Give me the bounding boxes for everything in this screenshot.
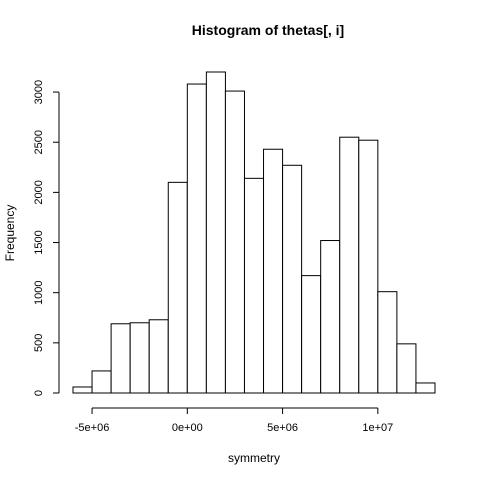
histogram-bar bbox=[91, 370, 112, 394]
histogram-bar bbox=[301, 275, 322, 394]
histogram-bar bbox=[72, 386, 93, 394]
x-tick-label: 5e+06 bbox=[267, 422, 298, 434]
histogram-bar bbox=[415, 382, 436, 394]
x-tick-label: 0e+00 bbox=[172, 422, 203, 434]
histogram-bar bbox=[205, 71, 226, 394]
x-tick-label: -5e+06 bbox=[75, 422, 110, 434]
histogram-bar bbox=[339, 136, 360, 394]
histogram-bar bbox=[186, 83, 207, 394]
chart-title: Histogram of thetas[, i] bbox=[192, 22, 344, 38]
histogram-bar bbox=[110, 323, 131, 394]
histogram-bar bbox=[243, 177, 265, 394]
histogram-bar bbox=[148, 319, 169, 394]
y-tick-label: 500 bbox=[33, 334, 45, 352]
y-tick-label: 0 bbox=[33, 390, 45, 396]
histogram-bar bbox=[377, 291, 398, 394]
y-axis-label: Frequency bbox=[3, 205, 17, 262]
histogram-bars bbox=[72, 71, 436, 394]
histogram-bar bbox=[282, 164, 303, 394]
histogram-bar bbox=[263, 148, 284, 394]
histogram-bar bbox=[129, 322, 150, 394]
y-tick-label: 2000 bbox=[33, 180, 45, 204]
y-axis: 0 500 1000 1500 2000 2500 3000 bbox=[33, 80, 60, 396]
histogram-bar bbox=[396, 343, 417, 394]
y-tick-label: 1000 bbox=[33, 280, 45, 304]
x-axis-label: symmetry bbox=[228, 451, 280, 465]
histogram-bar bbox=[358, 139, 379, 394]
y-tick-label: 3000 bbox=[33, 80, 45, 104]
histogram-bar bbox=[224, 90, 245, 394]
y-tick-label: 1500 bbox=[33, 230, 45, 254]
histogram-bar bbox=[167, 181, 188, 394]
x-axis: -5e+06 0e+00 5e+06 1e+07 bbox=[75, 407, 393, 434]
x-tick-label: 1e+07 bbox=[362, 422, 393, 434]
y-tick-label: 2500 bbox=[33, 130, 45, 154]
histogram-bar bbox=[320, 240, 341, 394]
